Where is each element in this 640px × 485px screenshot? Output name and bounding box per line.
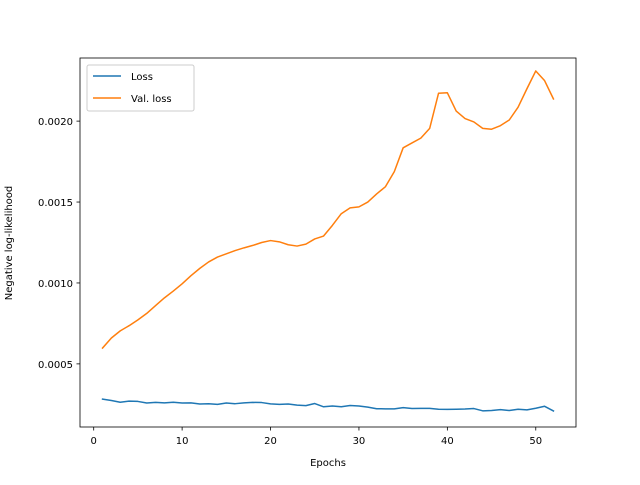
axes — [79, 57, 577, 428]
x-tick-label: 40 — [441, 436, 454, 447]
legend-label: Loss — [131, 72, 153, 83]
x-tick-label: 30 — [353, 436, 366, 447]
x-tick-label: 10 — [176, 436, 189, 447]
series-line-val-loss — [101, 70, 555, 350]
ticks: 0 10 20 30 40 50 0.0005 0.0010 0.0015 0.0020 — [38, 117, 542, 447]
series-line-loss — [101, 398, 555, 412]
x-tick-label: 50 — [529, 436, 542, 447]
y-tick-label: 0.0015 — [38, 198, 73, 209]
x-tick-label: 20 — [264, 436, 277, 447]
x-tick-label: 0 — [91, 436, 97, 447]
series-lines — [101, 70, 555, 412]
y-axis-label: Negative log-likelihood — [4, 186, 15, 301]
y-tick-label: 0.0005 — [38, 360, 73, 371]
y-tick-label: 0.0020 — [38, 117, 73, 128]
plot-frame — [79, 57, 577, 428]
legend-label: Val. loss — [131, 94, 172, 105]
legend: Loss Val. loss — [86, 64, 195, 112]
x-axis-label: Epochs — [310, 458, 346, 469]
y-tick-label: 0.0010 — [38, 279, 73, 290]
